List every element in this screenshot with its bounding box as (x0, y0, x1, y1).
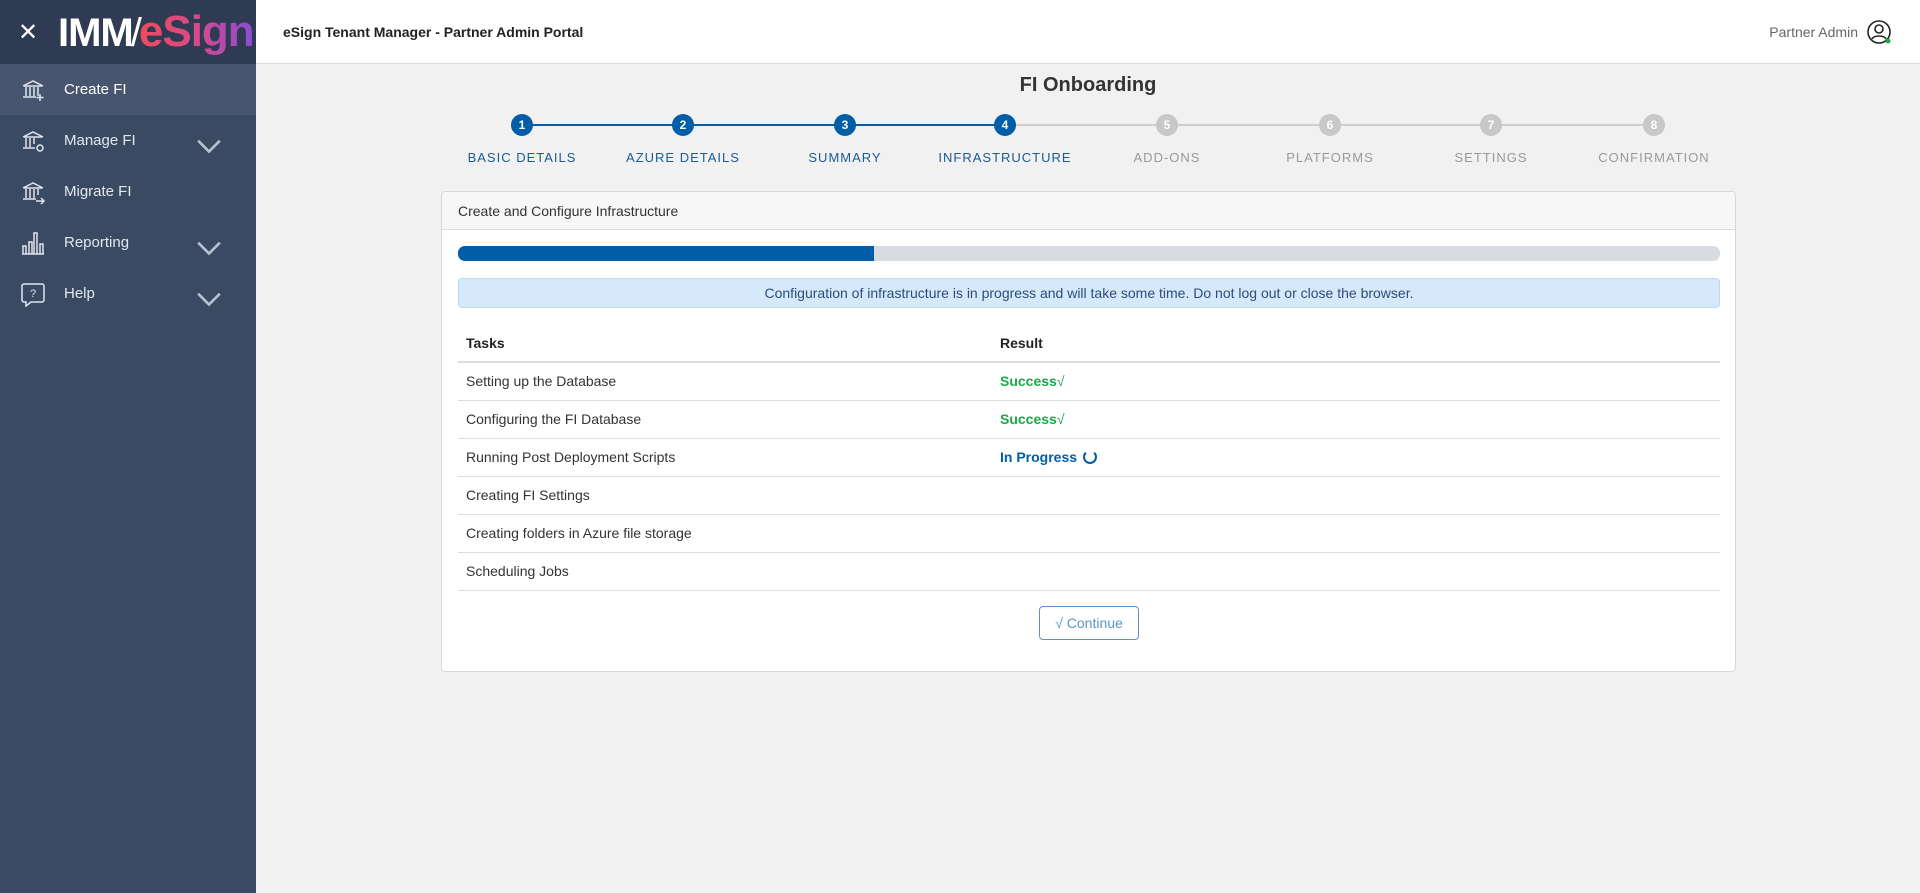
top-header: eSign Tenant Manager - Partner Admin Por… (256, 0, 1920, 64)
step-connector (683, 124, 845, 126)
sidebar-item-label: Migrate FI (64, 183, 132, 200)
brand-bar: ✕ IMM / eSign (0, 0, 256, 64)
bank-arrow-icon (22, 181, 46, 205)
user-name: Partner Admin (1769, 24, 1858, 40)
step-6-label: PLATFORMS (1286, 150, 1374, 165)
svg-text:?: ? (30, 288, 36, 300)
step-connector (1167, 124, 1330, 126)
task-name: Running Post Deployment Scripts (458, 438, 992, 477)
result-success: Success (1000, 373, 1057, 390)
step-7-label: SETTINGS (1454, 150, 1528, 165)
continue-button[interactable]: √ Continue (1039, 606, 1139, 640)
sidebar-item-reporting[interactable]: Reporting (0, 217, 256, 268)
sidebar-item-label: Create FI (64, 81, 127, 98)
sidebar-item-manage-fi[interactable]: Manage FI (0, 115, 256, 166)
result-success: Success (1000, 411, 1057, 427)
task-name: Creating folders in Azure file storage (458, 514, 992, 553)
table-row: Setting up the Database Success√ (458, 362, 1720, 401)
table-row: Creating folders in Azure file storage (458, 514, 1720, 553)
step-8-marker: 8 (1643, 114, 1665, 136)
step-1-label: BASIC DETAILS (467, 150, 577, 165)
step-2-marker: 2 (672, 114, 694, 136)
step-connector (1330, 124, 1491, 126)
task-name: Configuring the FI Database (458, 400, 992, 439)
check-icon: √ (1055, 615, 1063, 631)
step-3-marker: 3 (834, 114, 856, 136)
col-result: Result (992, 324, 1720, 363)
check-icon: √ (1056, 411, 1065, 427)
table-row: Creating FI Settings (458, 476, 1720, 515)
continue-label: Continue (1066, 615, 1123, 631)
sidebar: ✕ IMM / eSign Create FI Manage FI Migrate FI… (0, 0, 256, 893)
task-name: Creating FI Settings (458, 476, 992, 515)
close-icon[interactable]: ✕ (18, 18, 39, 46)
check-icon: √ (1056, 373, 1065, 390)
sidebar-item-help[interactable]: ? Help (0, 268, 256, 319)
table-row: Running Post Deployment Scripts In Progre… (458, 438, 1720, 477)
task-result (992, 552, 1720, 591)
card-title: Create and Configure Infrastructure (442, 192, 1735, 230)
task-name: Setting up the Database (458, 362, 992, 401)
bar-chart-icon (22, 231, 44, 255)
help-bubble-icon: ? (21, 282, 45, 307)
sidebar-item-migrate-fi[interactable]: Migrate FI (0, 166, 256, 217)
task-name: Scheduling Jobs (458, 552, 992, 591)
step-8-label: CONFIRMATION (1598, 150, 1710, 165)
step-1-marker: 1 (511, 114, 533, 136)
step-2-label: AZURE DETAILS (626, 150, 740, 165)
chevron-down-icon (197, 292, 221, 307)
step-connector (1005, 124, 1167, 126)
page-title: FI Onboarding (1019, 74, 1157, 96)
sidebar-item-label: Manage FI (64, 132, 136, 149)
info-alert: Configuration of infrastructure is in pr… (458, 278, 1720, 308)
progress-fill (458, 246, 875, 261)
step-5-marker: 5 (1156, 114, 1178, 136)
step-5-label: ADD-ONS (1133, 150, 1201, 165)
chevron-down-icon (197, 241, 221, 256)
spinner-icon (1083, 450, 1098, 464)
sidebar-item-label: Reporting (64, 234, 130, 251)
task-result: Success√ (992, 400, 1720, 439)
step-7-marker: 7 (1480, 114, 1502, 136)
sidebar-item-create-fi[interactable]: Create FI (0, 64, 256, 115)
step-connector (845, 124, 1005, 126)
step-3-label: SUMMARY (808, 150, 882, 165)
task-result (992, 514, 1720, 553)
user-menu[interactable]: Partner Admin (1769, 19, 1892, 45)
user-avatar-icon (1867, 20, 1891, 44)
task-result (992, 476, 1720, 515)
table-row: Scheduling Jobs (458, 552, 1720, 591)
app-title: eSign Tenant Manager - Partner Admin Por… (283, 23, 584, 40)
bank-plus-icon (22, 79, 44, 101)
table-row: Configuring the FI Database Success√ (458, 400, 1720, 439)
bank-gear-icon (22, 130, 44, 152)
chevron-down-icon (197, 139, 221, 154)
infrastructure-card: Create and Configure Infrastructure Conf… (441, 191, 1736, 672)
col-tasks: Tasks (458, 324, 992, 363)
step-4-label: INFRASTRUCTURE (938, 150, 1072, 165)
task-result: Success√ (992, 362, 1720, 401)
task-result: In Progress (992, 438, 1720, 477)
result-in-progress: In Progress (1000, 449, 1078, 465)
step-6-marker: 6 (1319, 114, 1341, 136)
step-4-marker: 4 (994, 114, 1016, 136)
progress-bar (458, 246, 1720, 261)
step-connector (1491, 124, 1654, 126)
logo: IMM / eSign (58, 7, 255, 56)
sidebar-item-label: Help (64, 285, 95, 302)
tasks-table: Tasks Result Setting up the Database Succe… (458, 324, 1720, 591)
step-connector (522, 124, 683, 126)
